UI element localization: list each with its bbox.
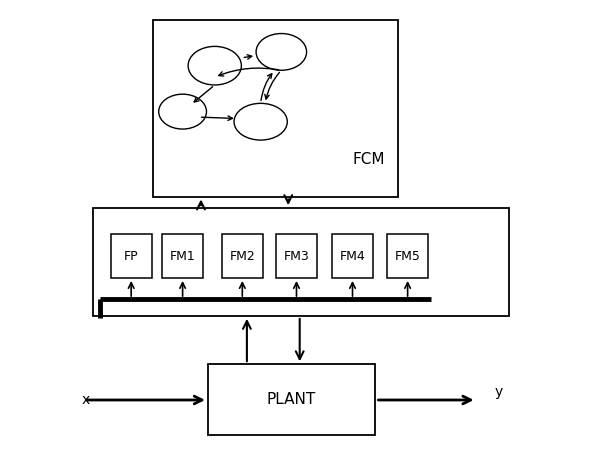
Bar xyxy=(111,234,152,278)
Bar xyxy=(162,234,204,278)
Bar xyxy=(208,364,376,435)
Bar xyxy=(387,234,428,278)
Text: FM3: FM3 xyxy=(284,250,309,263)
Text: FP: FP xyxy=(124,250,138,263)
Bar xyxy=(153,20,399,196)
Text: y: y xyxy=(495,385,503,399)
Text: FM4: FM4 xyxy=(339,250,365,263)
Text: PLANT: PLANT xyxy=(267,393,316,407)
Bar xyxy=(93,208,509,316)
Text: FCM: FCM xyxy=(352,152,385,167)
Ellipse shape xyxy=(256,34,307,70)
Text: FM1: FM1 xyxy=(170,250,196,263)
Ellipse shape xyxy=(234,103,288,140)
Bar xyxy=(222,234,263,278)
Ellipse shape xyxy=(159,94,207,129)
Bar xyxy=(276,234,317,278)
Bar xyxy=(332,234,373,278)
Text: FM5: FM5 xyxy=(394,250,420,263)
Text: FM2: FM2 xyxy=(230,250,255,263)
Text: x: x xyxy=(82,393,90,407)
Ellipse shape xyxy=(188,46,242,85)
